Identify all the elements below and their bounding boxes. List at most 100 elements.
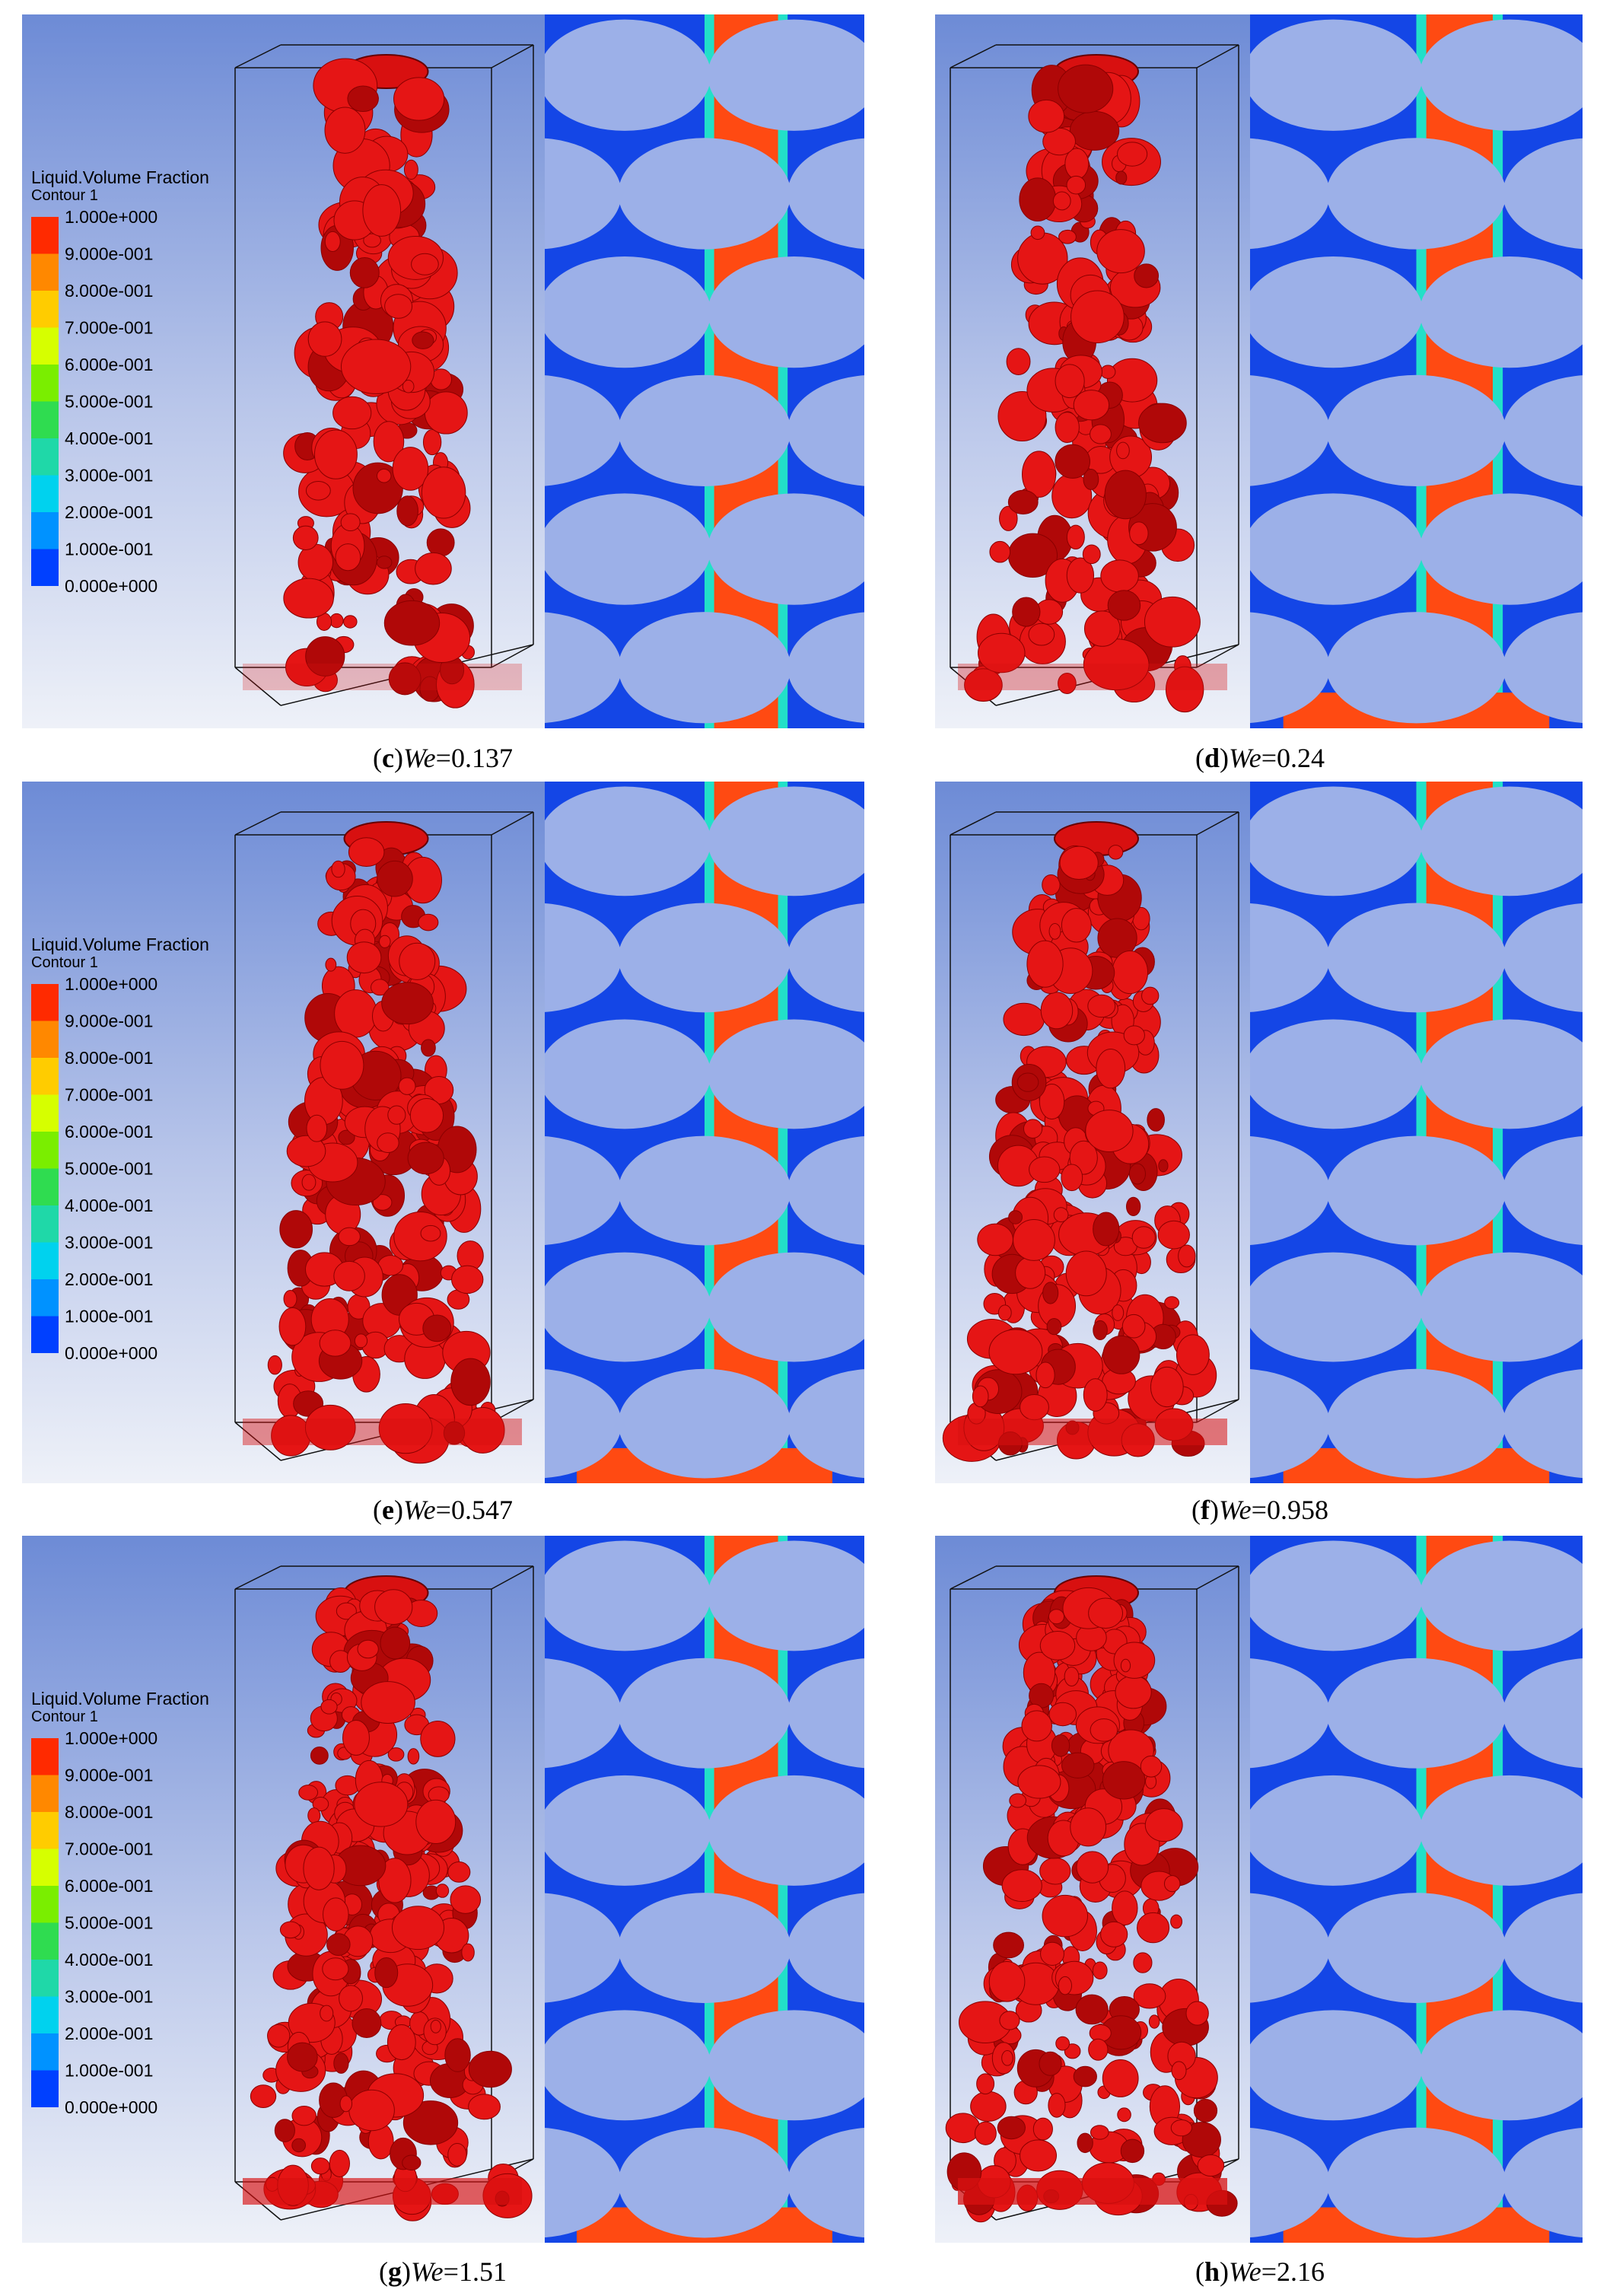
caption: (h)We=2.16 <box>1195 2256 1325 2287</box>
droplet <box>1030 225 1045 240</box>
droplet <box>1039 2051 1062 2076</box>
liquid-band <box>1426 14 1494 728</box>
droplet <box>1069 110 1120 151</box>
tube <box>787 138 864 250</box>
droplet <box>1073 2065 1097 2087</box>
wireframe <box>950 1565 997 1590</box>
droplet <box>421 467 466 519</box>
droplet <box>1113 1642 1156 1679</box>
droplet <box>1058 1976 1072 1995</box>
caption-part: We <box>403 1495 436 1525</box>
droplet <box>977 1223 1013 1256</box>
droplet <box>1144 596 1201 648</box>
droplet <box>286 1135 326 1167</box>
tube <box>1503 1658 1583 1769</box>
wireframe <box>234 811 282 836</box>
wireframe <box>1196 1565 1239 1590</box>
droplet <box>1093 1212 1120 1247</box>
droplet <box>371 979 390 996</box>
droplet <box>447 1861 471 1883</box>
tube <box>618 1893 791 2004</box>
tube <box>545 786 711 896</box>
tube <box>787 1369 864 1479</box>
tube <box>787 375 864 486</box>
droplet <box>306 1114 328 1142</box>
tube <box>1419 1540 1583 1651</box>
droplet <box>1055 364 1085 399</box>
droplet <box>1070 290 1125 344</box>
tube <box>545 903 622 1012</box>
droplet <box>319 1330 352 1357</box>
droplet <box>305 480 331 501</box>
wireframe <box>234 1565 282 1590</box>
droplet <box>377 1132 399 1154</box>
droplet <box>411 253 439 275</box>
caption-part: 2.16 <box>1277 2256 1325 2287</box>
droplet <box>1158 1159 1169 1173</box>
legend-swatch <box>31 1168 59 1205</box>
tube <box>545 1893 622 2003</box>
tube <box>545 256 711 368</box>
droplet <box>291 2138 306 2153</box>
droplet <box>1020 2139 1058 2172</box>
droplet <box>391 1906 445 1950</box>
tube <box>1250 786 1424 896</box>
droplet <box>1090 2125 1109 2140</box>
legend-label: 3.000e-001 <box>65 466 153 486</box>
droplet <box>340 513 361 532</box>
legend-label: 7.000e-001 <box>65 1085 153 1105</box>
tube <box>1250 2010 1424 2121</box>
caption-part: We <box>411 2256 444 2287</box>
tube <box>1250 903 1330 1012</box>
droplet <box>435 1884 450 1898</box>
legend-swatch <box>31 217 59 254</box>
droplet <box>348 837 385 867</box>
tube <box>1250 138 1330 250</box>
droplet <box>250 2084 277 2108</box>
droplet <box>999 2011 1020 2030</box>
tube <box>545 2128 622 2238</box>
droplet <box>1007 489 1039 514</box>
caption-part: ) <box>1210 1495 1219 1525</box>
droplet <box>1028 623 1055 646</box>
tube <box>1326 1368 1506 1479</box>
droplet <box>374 1589 413 1625</box>
droplet <box>443 1421 466 1445</box>
caption-part: ( <box>1195 743 1204 773</box>
caption-part: ) <box>1220 2256 1229 2287</box>
droplet <box>1055 2036 1070 2051</box>
wireframe <box>234 1422 282 1461</box>
droplet <box>307 1807 321 1824</box>
caption-part: = <box>1261 743 1277 773</box>
droplet <box>974 2121 997 2145</box>
droplet <box>1137 1912 1170 1944</box>
droplet <box>1108 845 1124 860</box>
droplet <box>1026 940 1064 988</box>
droplet <box>1064 1667 1080 1687</box>
contour <box>1250 1536 1583 2243</box>
legend-label: 0.000e+000 <box>65 2097 157 2117</box>
legend-label: 2.000e-001 <box>65 502 153 522</box>
legend-swatch <box>31 1775 59 1812</box>
droplet <box>1076 1851 1109 1884</box>
droplet <box>291 2106 317 2126</box>
droplet <box>376 556 393 569</box>
tube <box>1419 1775 1583 1886</box>
droplet <box>447 2142 467 2167</box>
legend-swatch <box>31 1242 59 1279</box>
droplet <box>450 1358 491 1406</box>
droplet <box>1088 2038 1109 2061</box>
droplet <box>379 935 391 948</box>
legend-swatch <box>31 984 59 1021</box>
droplet <box>362 184 402 237</box>
caption-part: 0.547 <box>451 1495 513 1525</box>
legend-label: 1.000e+000 <box>65 974 157 994</box>
droplet <box>326 1933 351 1956</box>
droplet <box>1129 521 1149 546</box>
caption-part: 0.24 <box>1277 743 1325 773</box>
tube <box>708 2010 864 2121</box>
tube <box>1419 493 1583 605</box>
tube <box>1250 1136 1330 1245</box>
